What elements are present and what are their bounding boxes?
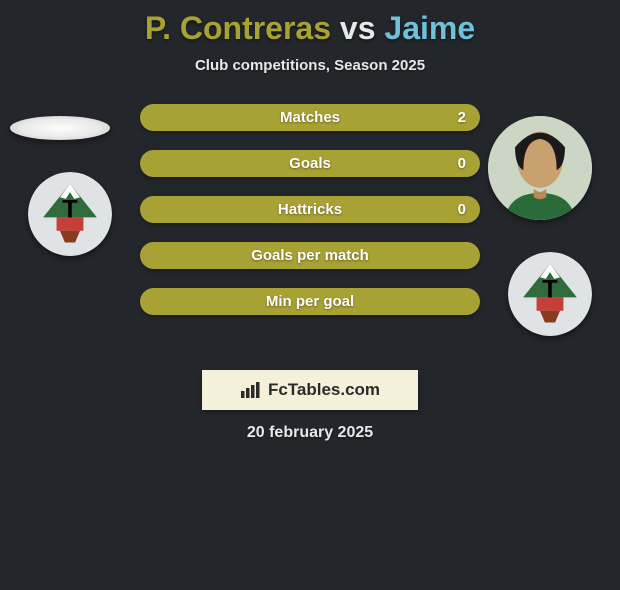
- stat-bar: Min per goal: [140, 288, 480, 315]
- stat-bar-label: Goals: [140, 150, 480, 177]
- subtitle: Club competitions, Season 2025: [0, 57, 620, 74]
- brand-box[interactable]: FcTables.com: [202, 370, 418, 410]
- stat-bar: Matches 2: [140, 104, 480, 131]
- stat-bar-value: 0: [458, 150, 466, 177]
- title-player1: P. Contreras: [145, 10, 331, 46]
- svg-text:T: T: [542, 275, 558, 303]
- club-badge-icon: T: [28, 172, 112, 256]
- club-badge-icon: T: [508, 252, 592, 336]
- barchart-icon: [240, 381, 262, 399]
- stat-bar-value: 0: [458, 196, 466, 223]
- stat-bar: Goals per match: [140, 242, 480, 269]
- stat-bar: Hattricks 0: [140, 196, 480, 223]
- stat-bar: Goals 0: [140, 150, 480, 177]
- comparison-content: T T Matches 2 Goals 0 H: [0, 104, 620, 364]
- title-vs: vs: [331, 10, 384, 46]
- title-player2: Jaime: [384, 10, 475, 46]
- player2-club-badge: T: [508, 252, 592, 336]
- stat-bar-label: Goals per match: [140, 242, 480, 269]
- stat-bars: Matches 2 Goals 0 Hattricks 0 Goals per …: [140, 104, 480, 334]
- page-title: P. Contreras vs Jaime: [0, 10, 620, 47]
- stat-bar-label: Hattricks: [140, 196, 480, 223]
- stat-bar-value: 2: [458, 104, 466, 131]
- stat-bar-label: Min per goal: [140, 288, 480, 315]
- player1-club-badge: T: [28, 172, 112, 256]
- player2-avatar: [488, 116, 592, 220]
- date-text: 20 february 2025: [0, 424, 620, 442]
- stat-bar-label: Matches: [140, 104, 480, 131]
- brand-text: FcTables.com: [268, 380, 380, 400]
- player1-avatar: [10, 116, 110, 140]
- svg-text:T: T: [62, 195, 78, 223]
